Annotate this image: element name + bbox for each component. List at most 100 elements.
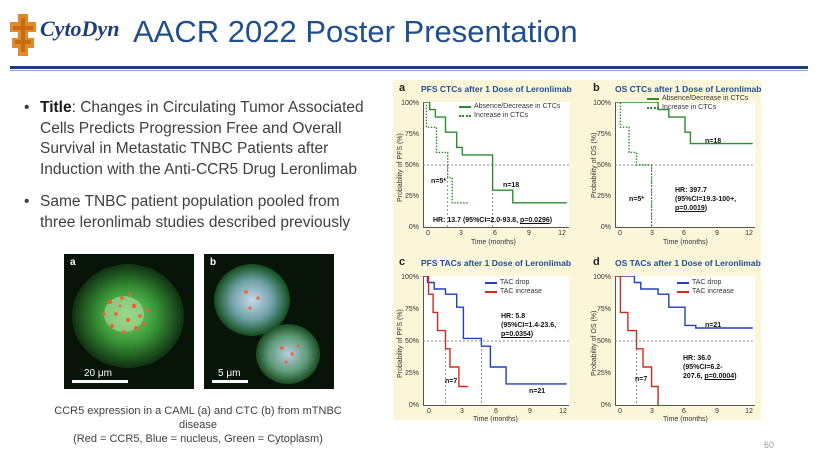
panel-a-plot bbox=[423, 102, 569, 228]
panel-a-xtick: 0 bbox=[426, 230, 430, 237]
km-plot-svg bbox=[423, 102, 569, 228]
panel-b-ytick: 100% bbox=[593, 100, 611, 107]
micrograph-b-label: b bbox=[210, 257, 217, 268]
ctc-image bbox=[204, 254, 334, 389]
micrograph-a-scale: 20 μm bbox=[84, 368, 112, 379]
title-divider-thin bbox=[10, 70, 808, 71]
legend-item: TAC increase bbox=[485, 287, 542, 296]
axis-line bbox=[423, 102, 569, 228]
panel-b-xlabel: Time (months) bbox=[663, 239, 708, 246]
panel-d-ytick: 25% bbox=[596, 370, 611, 377]
panel-a-xlabel: Time (months) bbox=[471, 239, 516, 246]
panel-d-xtick: 9 bbox=[715, 408, 719, 415]
panel-a-ytick: 0% bbox=[408, 224, 419, 231]
panel-b-xtick: 3 bbox=[650, 230, 654, 237]
legend-item: TAC drop bbox=[677, 278, 734, 287]
page-number: 60 bbox=[763, 440, 774, 450]
panel-c-ytick: 75% bbox=[404, 306, 419, 313]
bullet-list: Title: Changes in Circulating Tumor Asso… bbox=[24, 98, 364, 245]
micrograph-a-label: a bbox=[70, 257, 76, 268]
panel-c-plot bbox=[423, 276, 569, 406]
panel-a-legend: Absence/Decrease in CTCs Increase in CTC… bbox=[459, 102, 560, 120]
caml-image bbox=[64, 254, 194, 389]
panel-b-title: OS CTCs after 1 Dose of Leronlimab bbox=[615, 84, 762, 94]
km-figure: a PFS CTCs after 1 Dose of Leronlimab Pr… bbox=[393, 80, 762, 423]
panel-c-ytick: 0% bbox=[408, 402, 419, 409]
panel-b-ytick: 25% bbox=[596, 193, 611, 200]
logo-text: CytoDyn bbox=[40, 16, 120, 41]
km-curve-primary bbox=[615, 276, 753, 329]
km-curve-primary bbox=[423, 276, 567, 385]
panel-c-xtick: 6 bbox=[494, 408, 498, 415]
panel-b-plot bbox=[615, 102, 755, 228]
legend-item: Increase in CTCs bbox=[459, 111, 560, 120]
panel-c-ytick: 25% bbox=[404, 370, 419, 377]
panel-a-hr: HR: 13.7 (95%CI=2.0-93.8, p=0.0296) bbox=[433, 217, 553, 224]
axis-line bbox=[615, 276, 755, 406]
panel-a-xtick: 3 bbox=[459, 230, 463, 237]
panel-b-annotation-1: n=18 bbox=[705, 138, 722, 145]
panel-a-xtick: 12 bbox=[558, 230, 566, 237]
panel-b-annotation-2: n=5* bbox=[629, 196, 644, 203]
caption-line-2: (Red = CCR5, Blue = nucleus, Green = Cyt… bbox=[73, 433, 323, 445]
bullet-title-text: : Changes in Circulating Tumor Associate… bbox=[40, 99, 364, 178]
panel-d-plot bbox=[615, 276, 755, 406]
legend-item: TAC increase bbox=[677, 287, 734, 296]
panel-c-ytick: 50% bbox=[404, 338, 419, 345]
bullet-population-text: Same TNBC patient population pooled from… bbox=[40, 193, 351, 231]
panel-c-xlabel: Time (months) bbox=[473, 416, 518, 423]
bullet-title-label: Title bbox=[40, 99, 72, 116]
bullet-title: Title: Changes in Circulating Tumor Asso… bbox=[24, 98, 364, 180]
slide-title: AACR 2022 Poster Presentation bbox=[133, 14, 578, 49]
panel-d-ytick: 75% bbox=[596, 306, 611, 313]
micrograph-a: a 20 μm bbox=[64, 254, 194, 389]
title-divider bbox=[10, 66, 808, 69]
legend-item: Absence/Decrease in CTCs bbox=[647, 94, 748, 103]
panel-a-ytick: 75% bbox=[404, 131, 419, 138]
panel-a-xtick: 6 bbox=[493, 230, 497, 237]
panel-c-letter: c bbox=[399, 256, 406, 268]
km-plot-svg bbox=[615, 102, 755, 228]
panel-a-title: PFS CTCs after 1 Dose of Leronlimab bbox=[421, 84, 572, 94]
km-curve-secondary bbox=[615, 102, 661, 228]
panel-d-legend: TAC drop TAC increase bbox=[677, 278, 734, 296]
panel-b-hr: HR: 397.7 (95%CI=19.3-100+, p=0.0019) bbox=[675, 187, 737, 212]
legend-item: Increase in CTCs bbox=[647, 103, 748, 112]
panel-a-ytick: 50% bbox=[404, 162, 419, 169]
panel-d-letter: d bbox=[593, 256, 600, 268]
panel-d-annotation-2: n=7 bbox=[635, 376, 648, 383]
panel-a-ytick: 25% bbox=[404, 193, 419, 200]
cytodyn-logo: CytoDyn bbox=[8, 12, 126, 60]
panel-c-legend: TAC drop TAC increase bbox=[485, 278, 542, 296]
panel-a-ytick: 100% bbox=[401, 100, 419, 107]
panel-c-xtick: 12 bbox=[559, 408, 567, 415]
bullet-population: Same TNBC patient population pooled from… bbox=[24, 192, 364, 233]
panel-d-xtick: 12 bbox=[745, 408, 753, 415]
panel-c-xtick: 0 bbox=[427, 408, 431, 415]
micrograph-b: b 5 μm bbox=[204, 254, 334, 389]
panel-b-xtick: 0 bbox=[618, 230, 622, 237]
image-caption: CCR5 expression in a CAML (a) and CTC (b… bbox=[38, 404, 358, 446]
panel-b-xtick: 12 bbox=[745, 230, 753, 237]
panel-b-letter: b bbox=[593, 82, 600, 94]
panel-c-xtick: 9 bbox=[528, 408, 532, 415]
logo-emblem-icon bbox=[10, 14, 36, 56]
panel-d-ytick: 100% bbox=[593, 274, 611, 281]
panel-b-xtick: 6 bbox=[682, 230, 686, 237]
panel-b-legend: Absence/Decrease in CTCs Increase in CTC… bbox=[647, 94, 748, 112]
panel-b-ytick: 75% bbox=[596, 131, 611, 138]
panel-d-xtick: 0 bbox=[618, 408, 622, 415]
panel-c-xtick: 3 bbox=[460, 408, 464, 415]
legend-item: Absence/Decrease in CTCs bbox=[459, 102, 560, 111]
panel-c-title: PFS TACs after 1 Dose of Leronlimab bbox=[421, 258, 572, 268]
panel-c-annotation-1: n=7 bbox=[445, 378, 458, 385]
km-curve-secondary bbox=[423, 102, 468, 204]
panel-d-hr: HR: 36.0 (95%CI=6.2- 207.6, p=0.0004) bbox=[683, 355, 737, 380]
km-curve-secondary bbox=[423, 276, 468, 388]
panel-a-xtick: 9 bbox=[527, 230, 531, 237]
legend-item: TAC drop bbox=[485, 278, 542, 287]
micrograph-b-scale: 5 μm bbox=[218, 368, 241, 379]
panel-d-xtick: 3 bbox=[650, 408, 654, 415]
panel-d-title: OS TACs after 1 Dose of Leronlimab bbox=[615, 258, 761, 268]
caption-line-1: CCR5 expression in a CAML (a) and CTC (b… bbox=[54, 405, 342, 431]
